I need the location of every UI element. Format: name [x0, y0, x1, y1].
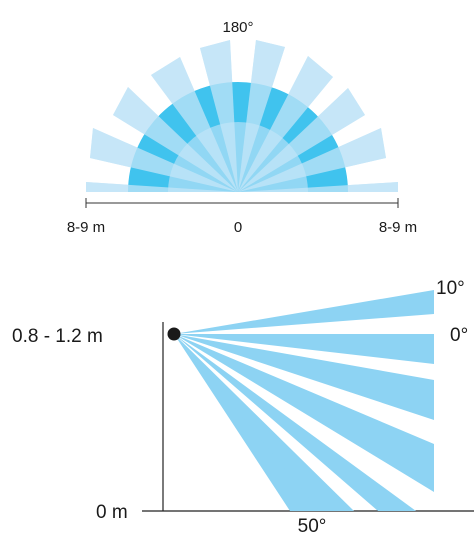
range-right-label: 8-9 m: [379, 219, 417, 236]
center-label: 0: [234, 219, 242, 236]
top-view: 180° 8-9 m 0 8-9 m: [67, 19, 417, 236]
side-beam-level-0: [174, 334, 434, 364]
side-beam: [174, 334, 434, 420]
top-beam-overlay: [238, 128, 386, 192]
side-beam-down-50: [174, 334, 320, 511]
top-beam-overlay: [238, 56, 333, 192]
top-beam-overlay: [238, 182, 398, 192]
ground-label: 0 m: [96, 502, 128, 523]
sensor-dot: [167, 327, 181, 341]
side-beam: [174, 334, 416, 511]
range-scale: [85, 198, 399, 208]
top-beam-overlay: [90, 128, 238, 192]
angle-0-label: 0°: [450, 325, 468, 346]
angle-10-label: 10°: [436, 278, 465, 299]
angle-50-label: 50°: [298, 516, 327, 536]
top-beam-overlay: [86, 182, 238, 192]
top-beam-overlay: [238, 88, 365, 192]
side-beams: [174, 290, 434, 511]
range-left-label: 8-9 m: [67, 219, 105, 236]
top-beam-overlay: [200, 40, 238, 192]
mount-height-label: 0.8 - 1.2 m: [12, 326, 103, 347]
top-beam-overlay: [151, 57, 238, 192]
angle-180-label: 180°: [222, 19, 253, 36]
side-beam: [174, 334, 354, 511]
side-beam-up-10: [174, 290, 434, 334]
side-beam: [174, 334, 434, 492]
top-beam-overlay: [113, 87, 238, 192]
top-beam-overlay: [238, 40, 285, 192]
side-view: 0.8 - 1.2 m 0 m 10° 0° 50°: [12, 278, 474, 536]
top-beams-overlay: [86, 40, 398, 192]
